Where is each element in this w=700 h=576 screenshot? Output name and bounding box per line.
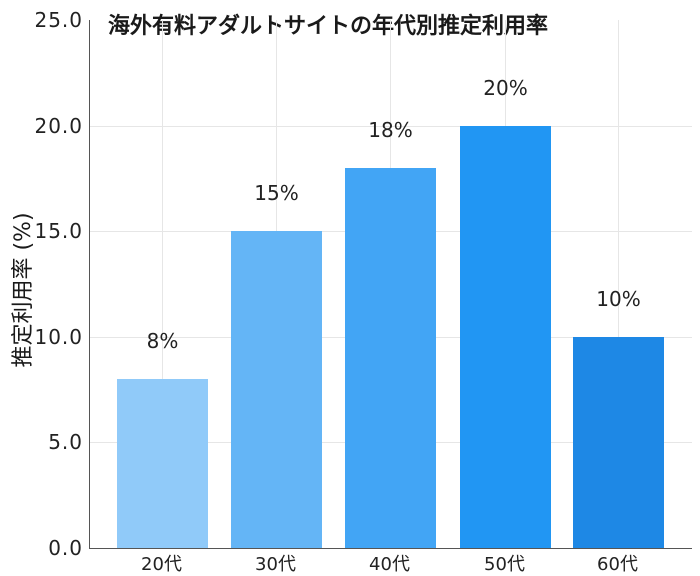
y-tick-label: 25.0 xyxy=(34,8,83,32)
bar-value-label: 20% xyxy=(483,75,528,100)
y-tick-label: 0.0 xyxy=(48,536,83,560)
vertical-gridline xyxy=(162,20,163,548)
x-tick-label: 20代 xyxy=(141,554,182,575)
y-axis-label: 推定利用率 (%) xyxy=(11,212,36,368)
x-tick-label: 40代 xyxy=(369,554,410,575)
horizontal-gridline xyxy=(90,125,692,127)
bar-30代 xyxy=(231,231,322,548)
bar-value-label: 8% xyxy=(146,329,179,354)
bar-20代 xyxy=(117,379,208,548)
y-tick-label: 10.0 xyxy=(34,324,83,349)
bar-40代 xyxy=(345,167,436,548)
y-tick-label: 5.0 xyxy=(48,430,83,455)
x-tick-label: 60代 xyxy=(597,554,638,575)
chart-title: 海外有料アダルトサイトの年代別推定利用率 xyxy=(108,14,549,39)
x-tick-label: 30代 xyxy=(255,554,296,575)
x-tick-label: 50代 xyxy=(484,554,525,575)
bar-value-label: 18% xyxy=(368,117,413,142)
bar-60代 xyxy=(573,336,664,548)
y-tick-label: 15.0 xyxy=(34,219,83,244)
bar-value-label: 15% xyxy=(254,181,299,206)
plot-area: 8% 15% 18% 20% 10% xyxy=(89,20,692,549)
bar-50代 xyxy=(460,125,551,548)
vertical-gridline xyxy=(618,20,619,548)
y-tick-label: 20.0 xyxy=(34,113,83,138)
bar-value-label: 10% xyxy=(596,286,641,311)
